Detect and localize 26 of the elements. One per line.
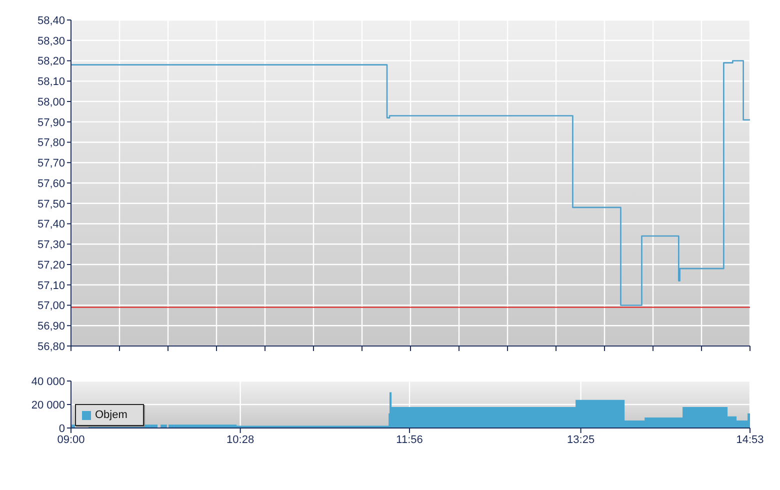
y-tick-label: 56,80 <box>37 340 65 353</box>
y-tick-label: 57,80 <box>37 137 65 150</box>
y-tick-label: 57,20 <box>37 259 65 272</box>
y-tick-label: 20 000 <box>31 399 65 412</box>
x-tick-label: 14:53 <box>736 434 764 446</box>
x-tick-label: 11:56 <box>396 434 423 446</box>
y-tick-label: 58,30 <box>37 35 65 48</box>
y-tick-label: 40 000 <box>31 376 65 388</box>
legend-label: Objem <box>95 409 128 421</box>
y-tick-label: 57,50 <box>37 198 65 210</box>
x-tick-label: 10:28 <box>226 434 254 446</box>
y-tick-label: 56,90 <box>37 320 65 333</box>
y-tick-label: 58,40 <box>37 14 65 27</box>
y-tick-label: 57,60 <box>37 178 65 190</box>
y-tick-label: 57,10 <box>37 280 65 292</box>
x-tick-label: 13:25 <box>567 434 595 446</box>
y-tick-label: 57,40 <box>37 218 65 231</box>
y-tick-label: 57,00 <box>37 300 65 312</box>
y-tick-label: 58,20 <box>37 56 65 68</box>
y-tick-label: 57,30 <box>37 239 65 252</box>
y-tick-label: 58,10 <box>37 76 65 88</box>
y-tick-label: 58,00 <box>37 96 65 108</box>
y-tick-label: 0 <box>58 422 65 435</box>
y-tick-label: 57,90 <box>37 116 65 129</box>
y-tick-label: 57,70 <box>37 158 65 170</box>
x-tick-label: 09:00 <box>57 434 85 446</box>
